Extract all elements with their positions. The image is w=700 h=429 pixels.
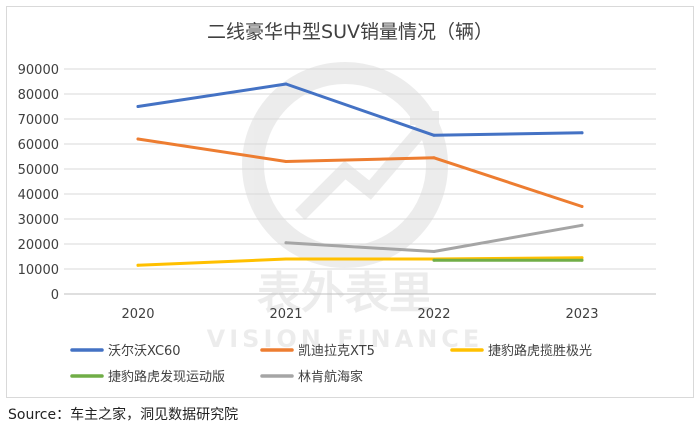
chart-frame xyxy=(6,6,694,398)
watermark-logo xyxy=(242,62,448,268)
x-tick-label: 2023 xyxy=(565,307,598,322)
legend-label: 沃尔沃XC60 xyxy=(108,344,181,359)
data-point xyxy=(284,82,288,86)
data-point xyxy=(136,137,140,141)
data-point xyxy=(284,257,288,261)
series-line-2 xyxy=(136,137,584,208)
y-tick-label: 10000 xyxy=(18,263,59,278)
y-tick-label: 60000 xyxy=(18,138,59,153)
data-point xyxy=(432,258,436,262)
data-point xyxy=(580,223,584,227)
y-tick-label: 0 xyxy=(51,288,59,303)
watermark-sub-text: VISION FINANCE xyxy=(207,325,484,353)
data-point xyxy=(136,263,140,267)
data-point xyxy=(580,256,584,260)
legend-label: 林肯航海家 xyxy=(298,369,363,385)
chart-title: 二线豪华中型SUV销量情况（辆） xyxy=(207,21,493,43)
y-tick-label: 50000 xyxy=(18,163,59,178)
data-point xyxy=(432,133,436,137)
series-line-1 xyxy=(136,82,584,137)
x-tick-label: 2020 xyxy=(121,307,154,322)
source-note: Source：车主之家，洞见数据研究院 xyxy=(8,407,239,423)
x-tick-label: 2021 xyxy=(269,307,302,322)
legend-label: 捷豹路虎揽胜极光 xyxy=(488,343,592,359)
data-point xyxy=(432,156,436,160)
data-point xyxy=(136,105,140,108)
series-line-3 xyxy=(136,256,584,267)
data-point xyxy=(432,250,436,253)
data-point xyxy=(284,241,288,245)
legend-label: 捷豹路虎发现运动版 xyxy=(108,369,225,385)
x-tick-label: 2022 xyxy=(417,307,450,322)
y-tick-label: 90000 xyxy=(18,63,59,78)
data-point xyxy=(284,160,288,163)
y-tick-label: 40000 xyxy=(18,188,59,203)
y-tick-label: 20000 xyxy=(18,238,59,253)
y-tick-label: 80000 xyxy=(18,88,59,103)
data-point xyxy=(580,205,584,208)
y-tick-label: 70000 xyxy=(18,113,59,128)
legend-label: 凯迪拉克XT5 xyxy=(298,344,375,359)
data-point xyxy=(580,131,584,135)
y-tick-label: 30000 xyxy=(18,213,59,228)
data-point xyxy=(580,258,584,262)
